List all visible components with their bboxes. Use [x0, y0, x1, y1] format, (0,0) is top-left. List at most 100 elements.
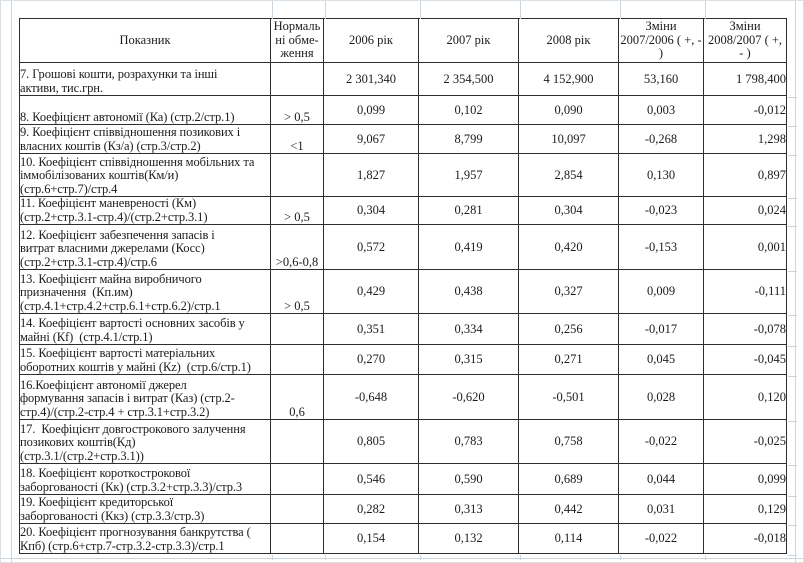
grid-stub-line [788, 496, 797, 497]
indicator-cell: 20. Коефіцієнт прогнозування банкрутства… [19, 523, 271, 554]
indicator-cell: 17. Коефіцієнт довгострокового залучення… [19, 419, 271, 464]
table-row: 17. Коефіцієнт довгострокового залучення… [19, 419, 787, 464]
change-2007-2006-cell: -0,022 [618, 419, 704, 464]
table-row: 19. Коефіцієнт кредиторської заборговано… [19, 494, 787, 524]
change-2008-2007-cell: -0,078 [703, 313, 787, 345]
value-2007-cell: -0,620 [418, 374, 519, 420]
grid-stub-line [788, 126, 797, 127]
indicator-cell: 13. Коефіцієнт майна виробничого признач… [19, 269, 271, 314]
grid-stub-line [272, 1, 273, 19]
column-header-norm: Нормаль ні обме- ження [270, 18, 324, 63]
value-2007-cell: 0,132 [418, 523, 519, 554]
norm-limit-cell [270, 62, 324, 96]
value-2007-cell: 0,281 [418, 196, 519, 225]
grid-stub-line [620, 555, 621, 560]
change-2007-2006-cell: 53,160 [618, 62, 704, 96]
grid-stub-line [520, 1, 521, 19]
norm-limit-cell [270, 419, 324, 464]
value-2007-cell: 0,590 [418, 463, 519, 495]
value-2007-cell: 2 354,500 [418, 62, 519, 96]
page-frame-bottom-line [1, 558, 803, 559]
norm-limit-cell: 0,6 [270, 374, 324, 420]
grid-stub-line [788, 346, 797, 347]
change-2007-2006-cell: -0,022 [618, 523, 704, 554]
value-2008-cell: 4 152,900 [518, 62, 619, 96]
value-2006-cell: 0,270 [323, 344, 419, 375]
value-2006-cell: 9,067 [323, 124, 419, 154]
value-2006-cell: 0,805 [323, 419, 419, 464]
grid-stub-line [788, 525, 797, 526]
norm-limit-cell [270, 313, 324, 345]
norm-limit-cell [270, 523, 324, 554]
value-2008-cell: 10,097 [518, 124, 619, 154]
value-2008-cell: 2,854 [518, 153, 619, 197]
value-2006-cell: 0,154 [323, 523, 419, 554]
table-row: 7. Грошові кошти, розрахунки та інші акт… [19, 62, 787, 96]
grid-stub-line [788, 97, 797, 98]
grid-stub-line [325, 1, 326, 19]
grid-stub-line [788, 465, 797, 466]
indicator-cell: 19. Коефіцієнт кредиторської заборговано… [19, 494, 271, 524]
change-2007-2006-cell: 0,003 [618, 95, 704, 125]
page-frame-right-line [795, 1, 796, 562]
grid-stub-line [325, 555, 326, 560]
change-2008-2007-cell: -0,045 [703, 344, 787, 375]
column-header-indicator: Показник [19, 18, 271, 63]
value-2007-cell: 0,419 [418, 224, 519, 270]
change-2008-2007-cell: -0,012 [703, 95, 787, 125]
change-2007-2006-cell: 0,031 [618, 494, 704, 524]
grid-stub-line [788, 315, 797, 316]
value-2007-cell: 1,957 [418, 153, 519, 197]
change-2008-2007-cell: -0,018 [703, 523, 787, 554]
value-2007-cell: 0,313 [418, 494, 519, 524]
value-2008-cell: -0,501 [518, 374, 619, 420]
change-2007-2006-cell: -0,268 [618, 124, 704, 154]
value-2006-cell: 0,572 [323, 224, 419, 270]
value-2006-cell: 0,546 [323, 463, 419, 495]
table-row: 12. Коефіцієнт забезпечення запасів і ви… [19, 224, 787, 270]
value-2008-cell: 0,689 [518, 463, 619, 495]
change-2007-2006-cell: 0,009 [618, 269, 704, 314]
grid-stub-line [788, 226, 797, 227]
grid-stub-line [272, 555, 273, 560]
indicator-cell: 12. Коефіцієнт забезпечення запасів і ви… [19, 224, 271, 270]
grid-stub-line [788, 555, 797, 556]
value-2008-cell: 0,304 [518, 196, 619, 225]
value-2007-cell: 0,783 [418, 419, 519, 464]
table-row: 18. Коефіцієнт короткострокової заборгов… [19, 463, 787, 495]
change-2007-2006-cell: 0,044 [618, 463, 704, 495]
table-body: 7. Грошові кошти, розрахунки та інші акт… [19, 62, 787, 554]
norm-limit-cell [270, 494, 324, 524]
column-header-change-2008-2007: Зміни 2008/2007 ( +, - ) [703, 18, 787, 63]
change-2008-2007-cell: 0,897 [703, 153, 787, 197]
norm-limit-cell: > 0,5 [270, 269, 324, 314]
norm-limit-cell: <1 [270, 124, 324, 154]
value-2008-cell: 0,271 [518, 344, 619, 375]
grid-stub-line [788, 155, 797, 156]
change-2008-2007-cell: -0,025 [703, 419, 787, 464]
value-2008-cell: 0,256 [518, 313, 619, 345]
column-header-2007: 2007 рік [418, 18, 519, 63]
change-2008-2007-cell: 1,298 [703, 124, 787, 154]
value-2008-cell: 0,090 [518, 95, 619, 125]
value-2006-cell: 0,351 [323, 313, 419, 345]
table-header: Показник Нормаль ні обме- ження 2006 рік… [19, 18, 787, 63]
value-2007-cell: 0,102 [418, 95, 519, 125]
change-2007-2006-cell: -0,017 [618, 313, 704, 345]
norm-limit-cell: >0,6-0,8 [270, 224, 324, 270]
value-2008-cell: 0,758 [518, 419, 619, 464]
value-2008-cell: 0,420 [518, 224, 619, 270]
indicator-cell: 11. Коефіцієнт маневреності (Км) (стр.2+… [19, 196, 271, 225]
change-2008-2007-cell: 0,024 [703, 196, 787, 225]
column-header-change-2007-2006: Зміни 2007/2006 ( +, - ) [618, 18, 704, 63]
table-row: 10. Коефіцієнт співвідношення мобільних … [19, 153, 787, 197]
value-2006-cell: 0,304 [323, 196, 419, 225]
financial-ratios-table: Показник Нормаль ні обме- ження 2006 рік… [19, 18, 787, 554]
change-2007-2006-cell: 0,028 [618, 374, 704, 420]
indicator-cell: 18. Коефіцієнт короткострокової заборгов… [19, 463, 271, 495]
norm-limit-cell [270, 153, 324, 197]
table-row: 11. Коефіцієнт маневреності (Км) (стр.2+… [19, 196, 787, 225]
table-row: 15. Коефіцієнт вартості матеріальних обо… [19, 344, 787, 375]
indicator-cell: 14. Коефіцієнт вартості основних засобів… [19, 313, 271, 345]
